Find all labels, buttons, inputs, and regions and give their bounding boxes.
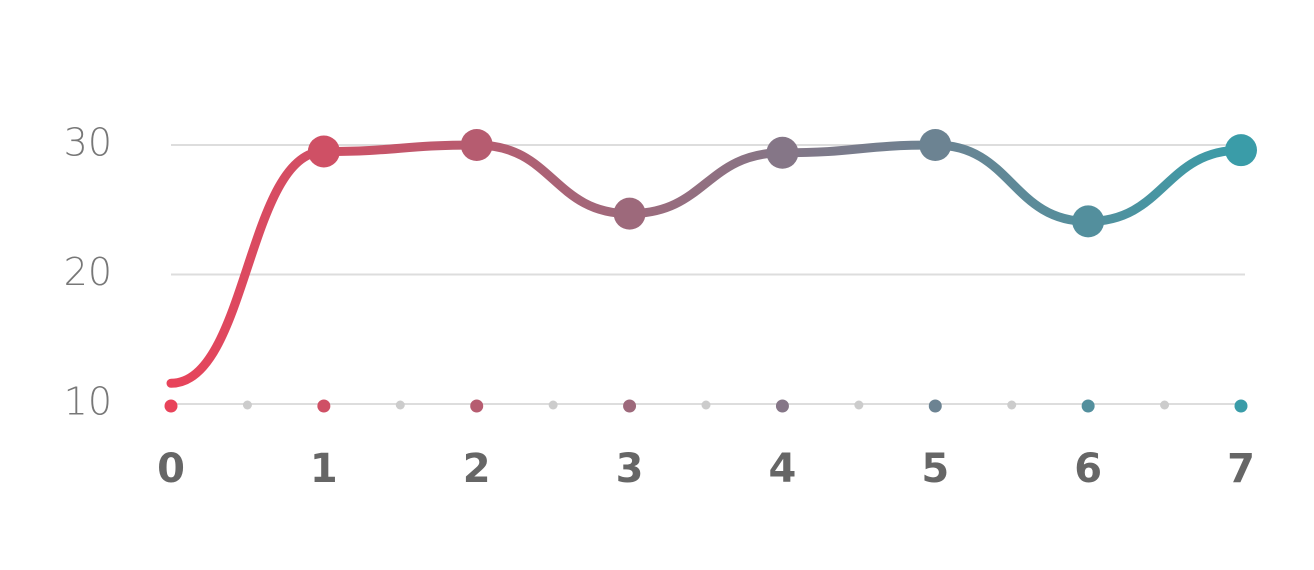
y-tick-label: 20 [64, 250, 112, 294]
x-tick-label: 7 [1227, 446, 1255, 492]
point [766, 136, 799, 169]
line [166, 140, 1246, 388]
x-tick-label: 2 [463, 446, 491, 492]
point [613, 197, 646, 230]
axis-dot [242, 400, 252, 410]
x-tick-label: 1 [310, 446, 338, 492]
y-tick-label: 10 [64, 380, 112, 424]
x-tick-label: 4 [769, 446, 797, 492]
point [307, 135, 340, 168]
axis-dot [854, 400, 864, 410]
point [1072, 205, 1105, 238]
x-tick-dot [317, 399, 331, 413]
x-tick-label: 3 [616, 446, 644, 492]
axis-dot [395, 400, 405, 410]
x-tick-dot [1234, 399, 1248, 413]
x-tick-label: 0 [157, 446, 185, 492]
x-tick-dot [164, 399, 178, 413]
x-tick-label: 6 [1074, 446, 1102, 492]
x-tick-dot [1081, 399, 1095, 413]
x-tick-dot [775, 399, 789, 413]
axis-dot [701, 400, 711, 410]
axis-dot [1160, 400, 1170, 410]
point [460, 129, 493, 161]
axis-dot [1007, 400, 1017, 410]
axis-dot [548, 400, 558, 410]
x-tick-dot [623, 399, 637, 413]
point [1225, 134, 1257, 167]
y-tick-label: 30 [64, 121, 112, 165]
point [919, 129, 952, 161]
x-tick-dot [928, 399, 942, 413]
x-tick-label: 5 [921, 446, 949, 492]
x-tick-dot [470, 399, 484, 413]
